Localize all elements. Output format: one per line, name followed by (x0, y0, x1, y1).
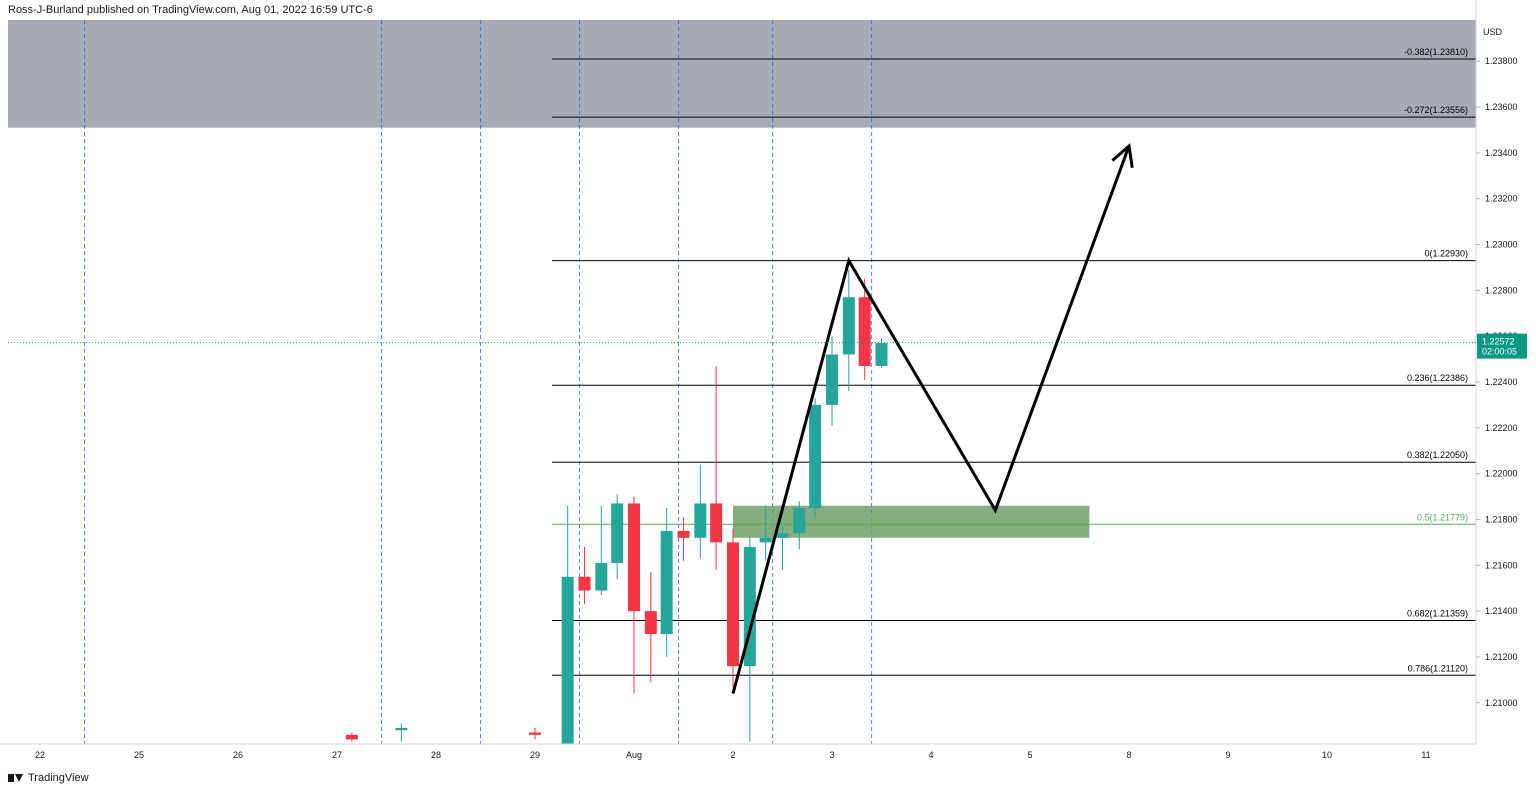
time-tick-label: 9 (1225, 750, 1230, 760)
price-tick-label: 1.23000 (1485, 240, 1518, 250)
tradingview-logo-icon (8, 772, 24, 784)
support-zone-layer (733, 505, 1090, 538)
resistance-zone (8, 20, 1476, 128)
projection-layer (731, 143, 1134, 694)
candle-body (660, 530, 673, 635)
time-tick-label: 29 (530, 750, 540, 760)
candle-body (578, 576, 591, 591)
price-tick-label: 1.21600 (1485, 560, 1518, 570)
candle-body (776, 533, 789, 538)
time-tick-label: 4 (928, 750, 933, 760)
price-tick-label: 1.22800 (1485, 285, 1518, 295)
candle-body (727, 542, 739, 667)
price-tick-label: 1.23400 (1485, 148, 1518, 158)
projection-path (731, 145, 1131, 694)
time-tick-label: 8 (1126, 750, 1131, 760)
time-tick-label: 11 (1421, 750, 1430, 760)
candle-body (875, 343, 888, 366)
candle-body (710, 503, 723, 543)
candle-body (561, 576, 574, 744)
time-tick-label: 22 (35, 750, 45, 760)
time-tick-label: 26 (233, 750, 243, 760)
time-tick-label: 27 (332, 750, 342, 760)
fib-level-label: 0(1.22930) (1424, 249, 1468, 259)
footer-brand: TradingView (28, 772, 89, 784)
candle-body (529, 732, 541, 735)
price-tick-label: 1.22400 (1485, 377, 1518, 387)
publisher-header: Ross-J-Burland published on TradingView.… (8, 4, 373, 16)
price-tick-label: 1.21400 (1485, 606, 1518, 616)
candle-body (694, 503, 707, 538)
fib-level-label: 0.682(1.21359) (1407, 609, 1468, 619)
candle-body (809, 404, 822, 509)
time-tick-label: 10 (1322, 750, 1332, 760)
candle-body (611, 503, 624, 563)
fib-level-label: -0.272(1.23556) (1404, 105, 1468, 115)
candles-layer (345, 269, 888, 744)
price-tick-label: 1.21800 (1485, 514, 1518, 524)
fib-level-label: 0.786(1.21120) (1408, 663, 1468, 673)
candle-body (826, 354, 838, 405)
fib-level-label: 0.236(1.22386) (1407, 373, 1468, 383)
time-tick-label: 2 (730, 750, 735, 760)
time-tick-label: 28 (431, 750, 441, 760)
projection-arrow-head (1111, 143, 1134, 168)
session-lines-layer (84, 20, 873, 744)
candle-body (677, 530, 690, 538)
currency-label: USD (1483, 27, 1503, 37)
candle-body (628, 503, 640, 612)
time-tick-label: 5 (1027, 750, 1032, 760)
candle-body (842, 297, 855, 355)
resistance-zone-layer (8, 20, 1476, 128)
fib-level-label: 0.5(1.21779) (1417, 512, 1468, 522)
price-tick-label: 1.21200 (1485, 652, 1518, 662)
candle-body (644, 611, 657, 635)
time-tick-label: 3 (829, 750, 834, 760)
candle-body (595, 563, 608, 591)
price-tick-label: 1.23600 (1485, 102, 1518, 112)
candle-body (395, 727, 408, 731)
candle-body (793, 508, 806, 534)
support-zone (733, 505, 1090, 538)
time-tick-label: 25 (134, 750, 144, 760)
fib-level-label: -0.382(1.23810) (1404, 47, 1468, 57)
price-tick-label: 1.23800 (1485, 56, 1518, 66)
time-tick-label: Aug (626, 750, 642, 760)
footer: TradingView (8, 772, 89, 784)
last-price-value: 1.22572 (1482, 337, 1515, 347)
candle-body (858, 297, 871, 366)
price-tick-label: 1.23200 (1485, 194, 1518, 204)
candle-body (759, 537, 772, 543)
price-tick-label: 1.22200 (1485, 423, 1518, 433)
price-tick-label: 1.22000 (1485, 469, 1518, 479)
last-price-countdown: 02:00:05 (1482, 347, 1517, 357)
candle-body (345, 734, 358, 740)
fib-level-label: 0.382(1.22050) (1407, 450, 1468, 460)
price-tick-label: 1.21000 (1485, 698, 1518, 708)
fibonacci-layer: -0.382(1.23810) -0.272(1.23556) 0(1.22930)… (552, 47, 1476, 676)
last-price-tag (1477, 333, 1527, 359)
